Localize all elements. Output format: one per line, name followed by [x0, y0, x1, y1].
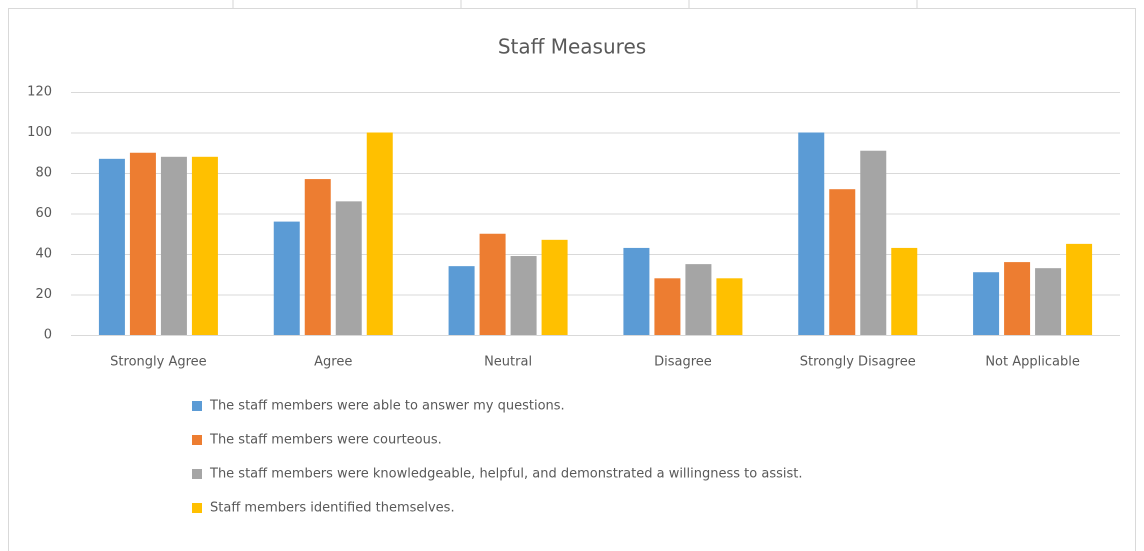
bar [273, 221, 300, 335]
x-tick-label: Neutral [484, 355, 532, 370]
legend-label: The staff members were knowledgeable, he… [209, 467, 802, 482]
y-tick-label: 40 [35, 247, 52, 262]
x-tick-label: Strongly Disagree [800, 355, 916, 370]
bar [860, 150, 887, 335]
bar [335, 201, 362, 335]
bar [654, 278, 681, 335]
bar [304, 179, 331, 335]
y-tick-label: 0 [44, 328, 52, 343]
bar [191, 156, 218, 335]
legend-label: The staff members were courteous. [209, 433, 442, 448]
bar [716, 278, 743, 335]
bar [829, 189, 856, 335]
y-tick-label: 120 [27, 85, 52, 100]
legend-swatch [192, 435, 202, 445]
legend-swatch [192, 401, 202, 411]
legend-label: Staff members identified themselves. [210, 501, 455, 516]
bar [510, 256, 537, 335]
legend-swatch [192, 469, 202, 479]
bar [160, 156, 187, 335]
bar [1035, 268, 1062, 335]
legend-swatch [192, 503, 202, 513]
x-tick-label: Not Applicable [985, 355, 1080, 370]
bar [129, 152, 156, 335]
bar [366, 132, 393, 335]
bar [798, 132, 825, 335]
bar [685, 264, 712, 335]
y-tick-label: 100 [27, 125, 52, 140]
x-tick-label: Disagree [654, 355, 712, 370]
y-tick-label: 80 [35, 166, 52, 181]
bar [479, 233, 506, 335]
bar [891, 247, 918, 335]
bar [1004, 262, 1031, 335]
bar [623, 247, 650, 335]
x-tick-label: Strongly Agree [110, 355, 207, 370]
y-tick-label: 60 [35, 206, 52, 221]
bar [973, 272, 1000, 335]
bar [1066, 243, 1093, 335]
sheet-grid [232, 0, 918, 8]
bar [98, 158, 125, 335]
bar [448, 266, 475, 335]
bar [541, 239, 568, 335]
x-tick-label: Agree [314, 355, 352, 370]
legend-label: The staff members were able to answer my… [209, 399, 565, 414]
chart-title: Staff Measures [498, 35, 646, 59]
y-tick-label: 20 [35, 287, 52, 302]
